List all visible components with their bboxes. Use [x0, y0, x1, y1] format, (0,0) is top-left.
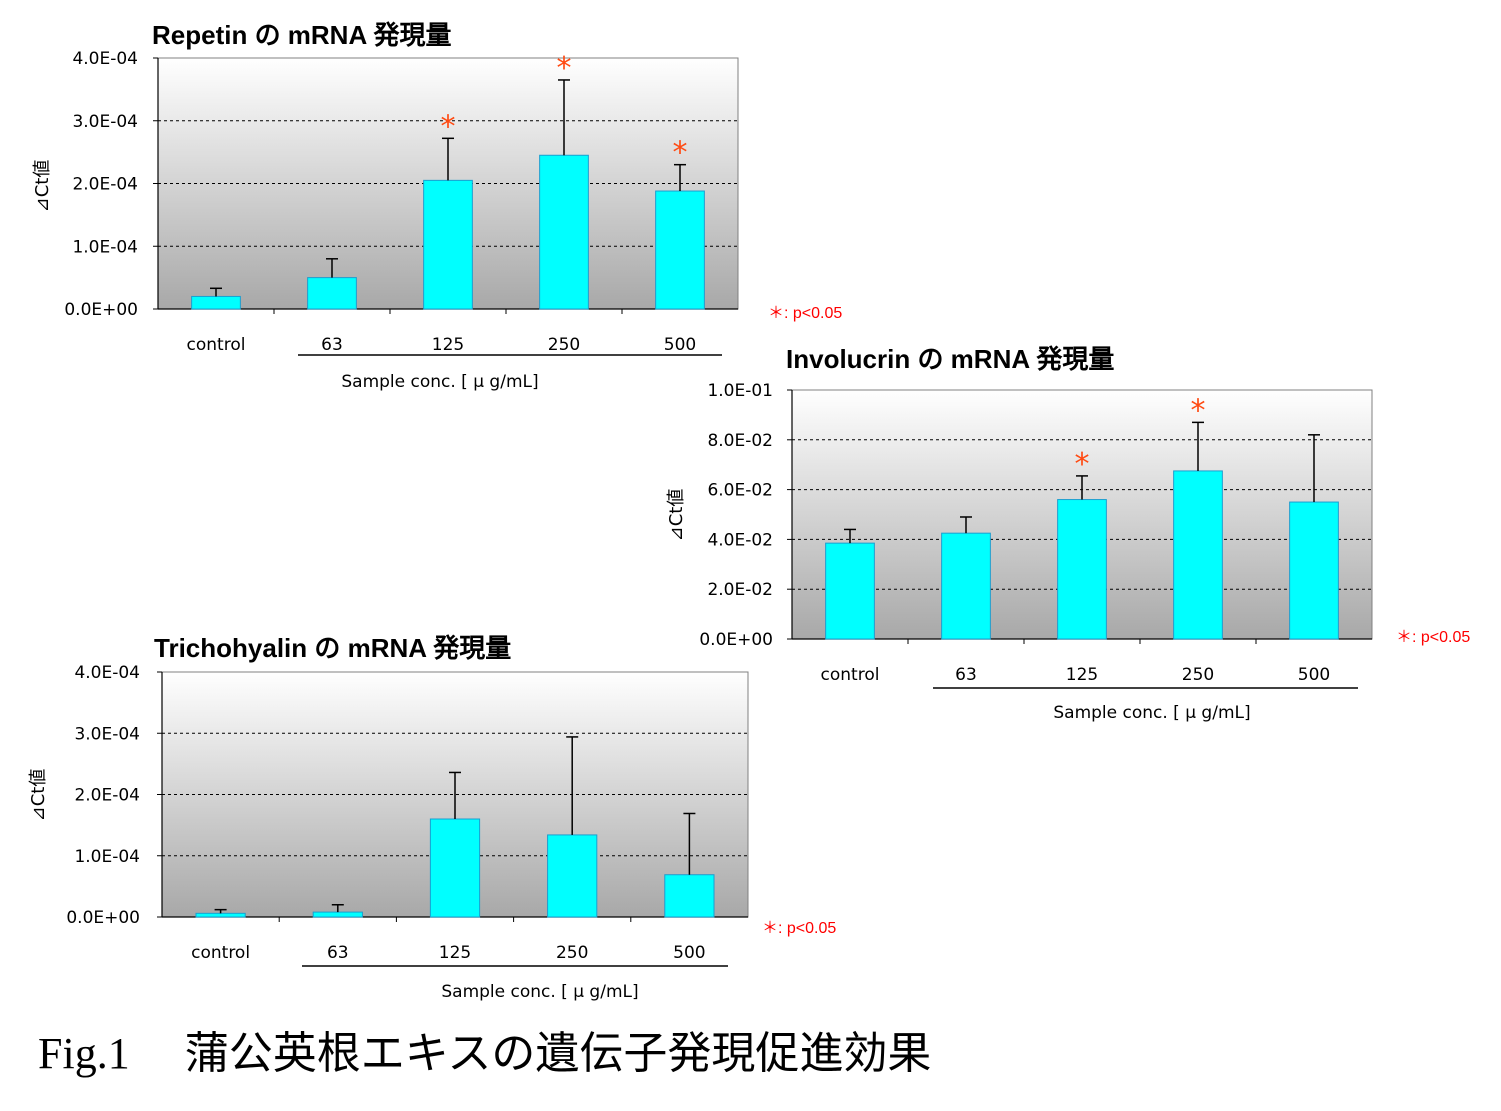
y-axis-label: ⊿Ct値	[32, 160, 53, 213]
x-tick-label: 125	[439, 943, 471, 963]
bar	[825, 542, 875, 640]
significance-marker: *	[1075, 447, 1090, 482]
x-tick-label: control	[191, 943, 250, 963]
bar	[423, 179, 473, 310]
y-axis-label: ⊿Ct値	[28, 769, 49, 822]
figure-caption: Fig.1 蒲公英根エキスの遺伝子発現促進効果	[38, 1029, 931, 1078]
x-tick-label: 125	[1066, 665, 1098, 685]
y-tick-label: 3.0E-04	[74, 724, 140, 744]
bar	[655, 190, 705, 310]
chart-title: Repetin の mRNA 発現量	[152, 20, 452, 50]
y-tick-label: 1.0E-01	[707, 381, 773, 401]
y-tick-label: 2.0E-04	[72, 175, 138, 195]
significance-note: ＊: p<0.05	[768, 305, 842, 322]
chart-title: Trichohyalin の mRNA 発現量	[154, 633, 511, 663]
x-tick-label: 500	[1298, 665, 1330, 685]
y-tick-label: 2.0E-04	[74, 786, 140, 806]
x-tick-label: 250	[548, 335, 580, 355]
y-tick-label: 0.0E+00	[64, 300, 138, 320]
x-axis-label: Sample conc. [ μ g/mL]	[1053, 703, 1250, 723]
y-tick-label: 1.0E-04	[74, 847, 140, 867]
x-tick-label: control	[187, 335, 246, 355]
repetin-chart: Repetin の mRNA 発現量 ⊿Ct値 Sample conc. [ μ…	[32, 20, 842, 392]
involucrin-chart: Involucrin の mRNA 発現量 ⊿Ct値 Sample conc. …	[666, 344, 1470, 723]
y-tick-label: 4.0E-04	[72, 49, 138, 69]
bar	[429, 818, 481, 918]
x-tick-label: 500	[673, 943, 705, 963]
y-tick-label: 8.0E-02	[707, 431, 773, 451]
bar	[539, 154, 589, 310]
y-tick-label: 1.0E-04	[72, 237, 138, 257]
x-tick-label: 125	[432, 335, 464, 355]
y-tick-label: 3.0E-04	[72, 112, 138, 132]
bar	[664, 874, 715, 918]
x-axis-label: Sample conc. [ μ g/mL]	[441, 982, 638, 1002]
bar	[307, 277, 357, 310]
y-tick-label: 4.0E-02	[707, 530, 773, 550]
x-tick-label: 250	[556, 943, 588, 963]
x-tick-label: 500	[664, 335, 696, 355]
x-tick-label: control	[821, 665, 880, 685]
significance-marker: *	[557, 51, 572, 86]
bar	[1289, 501, 1339, 640]
significance-marker: *	[1191, 393, 1206, 428]
y-axis-label: ⊿Ct値	[666, 489, 687, 542]
bar	[941, 532, 991, 640]
bar	[191, 295, 241, 310]
y-tick-label: 0.0E+00	[699, 630, 773, 650]
bar	[1057, 499, 1107, 640]
y-tick-label: 0.0E+00	[66, 908, 140, 928]
y-tick-label: 6.0E-02	[707, 481, 773, 501]
bar	[195, 912, 246, 918]
y-tick-label: 2.0E-02	[707, 580, 773, 600]
significance-note: ＊: p<0.05	[1396, 629, 1470, 646]
bar	[312, 911, 363, 918]
significance-marker: *	[441, 109, 456, 144]
x-tick-label: 63	[327, 943, 349, 963]
trichohyalin-chart: Trichohyalin の mRNA 発現量 ⊿Ct値 Sample conc…	[28, 633, 836, 1002]
chart-title: Involucrin の mRNA 発現量	[786, 344, 1114, 374]
significance-marker: *	[673, 136, 688, 171]
bar	[1173, 470, 1223, 640]
x-tick-label: 63	[955, 665, 977, 685]
x-axis-label: Sample conc. [ μ g/mL]	[341, 372, 538, 392]
significance-note: ＊: p<0.05	[762, 920, 836, 937]
x-tick-label: 63	[321, 335, 343, 355]
x-tick-label: 250	[1182, 665, 1214, 685]
y-tick-label: 4.0E-04	[74, 663, 140, 683]
bar	[547, 834, 598, 918]
